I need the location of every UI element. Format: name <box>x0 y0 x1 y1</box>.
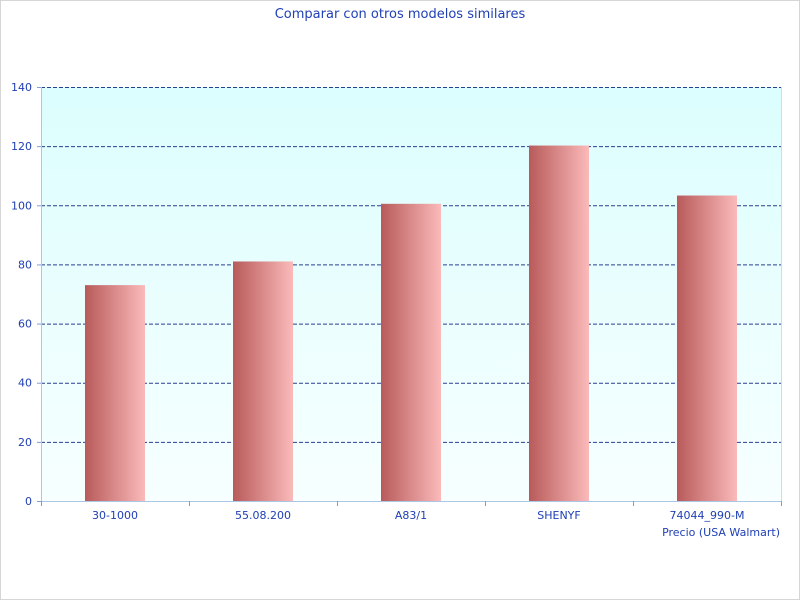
y-tick-label: 0 <box>25 495 32 508</box>
y-tick-label: 20 <box>18 436 32 449</box>
y-tick-label: 140 <box>11 81 32 94</box>
bar-0 <box>85 285 145 501</box>
axes <box>41 87 782 502</box>
y-tick-labels: 0 20 40 60 80 100 120 140 <box>11 81 41 508</box>
y-tick-label: 80 <box>18 258 32 271</box>
bar-4 <box>677 195 737 501</box>
y-tick-label: 100 <box>11 199 32 212</box>
bar-2 <box>381 203 441 502</box>
x-tick-label: 30-1000 <box>92 509 138 522</box>
chart-title: Comparar con otros modelos similares <box>275 7 526 22</box>
y-tick-label: 120 <box>11 140 32 153</box>
x-tick-label: 55.08.200 <box>235 509 291 522</box>
y-tick-label: 40 <box>18 377 32 390</box>
x-tick-label: SHENYF <box>537 509 580 522</box>
x-tick-label: A83/1 <box>395 509 427 522</box>
bars <box>85 145 737 502</box>
x-axis-label: Precio (USA Walmart) <box>662 526 780 539</box>
y-tick-label: 60 <box>18 318 32 331</box>
x-tick-label: 74044_990-M <box>670 509 745 522</box>
bar-1 <box>233 261 293 501</box>
x-tick-labels: 30-1000 55.08.200 A83/1 SHENYF 74044_990-M <box>41 501 782 522</box>
bar-3 <box>529 145 589 501</box>
